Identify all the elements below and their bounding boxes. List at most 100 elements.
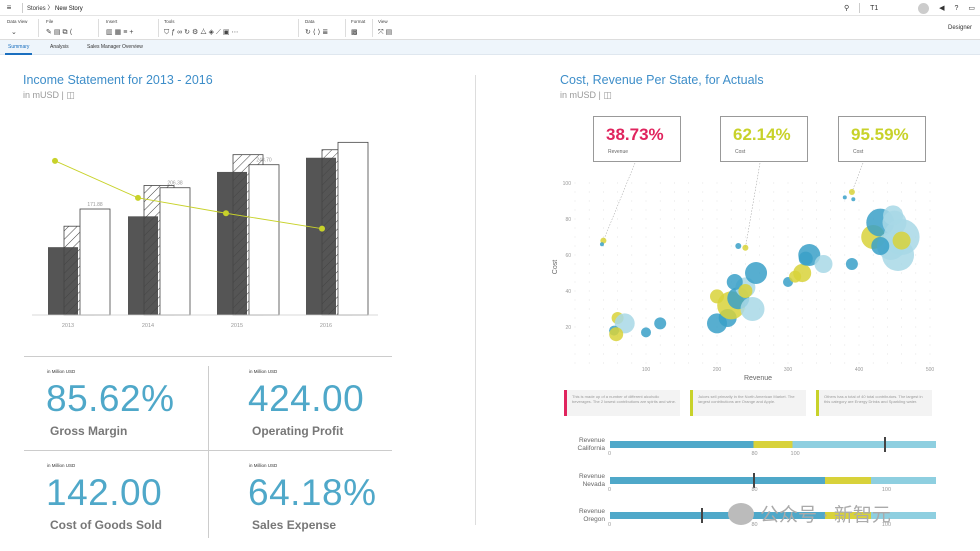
grid-dot <box>631 290 633 292</box>
income-bar[interactable] <box>79 208 111 316</box>
scatter-point[interactable] <box>848 189 855 195</box>
grid-dot <box>929 236 931 238</box>
income-bar[interactable] <box>337 141 369 316</box>
scatter-point[interactable] <box>851 197 856 202</box>
tab-sales-manager-overview[interactable]: Sales Manager Overview <box>87 44 143 50</box>
image-icon[interactable]: ▣ <box>222 29 232 36</box>
grid-dot <box>716 254 718 256</box>
scatter-point[interactable] <box>871 237 890 255</box>
kpi-gross-margin[interactable]: in Million USD 85.62% Gross Margin <box>24 356 204 446</box>
grid-dot <box>574 281 576 283</box>
more-icon[interactable]: ⋯ <box>231 29 241 36</box>
scatter-point[interactable] <box>609 327 624 342</box>
trend-point[interactable] <box>223 210 229 217</box>
grid-dot <box>730 200 732 202</box>
table-icon[interactable]: ▦ <box>114 29 124 36</box>
callout-cost-2[interactable]: 95.59% Cost <box>838 116 926 162</box>
refresh-data-icon[interactable]: ↻ <box>305 29 313 36</box>
page-tabs: Summary Analysis Sales Manager Overview <box>0 40 980 55</box>
income-bar[interactable] <box>159 187 191 316</box>
scatter-point[interactable] <box>726 274 743 290</box>
share-icon[interactable]: ⟨ <box>69 29 75 36</box>
grid-dot <box>674 344 675 346</box>
scatter-point[interactable] <box>798 251 813 266</box>
scatter-point[interactable] <box>600 237 607 244</box>
link-icon[interactable]: ∞ <box>177 29 185 36</box>
kpi-operating-profit[interactable]: in Million USD 424.00 Operating Profit <box>226 356 406 446</box>
scatter-point[interactable] <box>641 327 651 338</box>
callout-value: 95.59% <box>851 125 909 144</box>
settings-icon[interactable]: ⚙ <box>192 29 201 36</box>
grid-dot <box>730 272 732 274</box>
grid-dot <box>603 344 604 346</box>
edit-icon[interactable]: ✎ <box>46 29 54 36</box>
geo-icon[interactable]: ◈ <box>208 29 216 36</box>
scatter-point[interactable] <box>599 242 604 247</box>
formula-icon[interactable]: ƒ <box>171 29 178 36</box>
scatter-point[interactable] <box>814 255 833 273</box>
text-icon[interactable]: ≡ <box>123 29 130 36</box>
grid-dot <box>745 362 746 364</box>
refresh-icon[interactable]: ↻ <box>184 29 193 36</box>
hierarchy-icon[interactable]: ⧊ <box>200 29 209 36</box>
tenant-label[interactable]: T1 <box>870 4 879 12</box>
grid-dot <box>631 182 633 184</box>
filter-icon[interactable]: ⛉ <box>164 29 172 36</box>
scatter-point[interactable] <box>883 205 904 226</box>
scatter-point[interactable] <box>654 317 667 330</box>
mode-designer[interactable]: Designer <box>947 25 972 31</box>
bullet-bar[interactable] <box>610 437 936 452</box>
bullet-bar[interactable] <box>610 508 936 523</box>
scatter-point[interactable] <box>742 244 749 251</box>
avatar[interactable] <box>918 2 930 14</box>
bullet-bar[interactable] <box>610 473 936 488</box>
search-icon[interactable]: ⚲ <box>843 5 850 12</box>
grid-dot <box>759 218 760 220</box>
grid-dot <box>645 272 647 274</box>
fullscreen-icon[interactable]: ⤧ <box>378 29 386 36</box>
grid-dot <box>617 236 618 238</box>
scatter-point[interactable] <box>892 231 911 250</box>
callout-cost[interactable]: 62.14% Cost <box>720 116 808 162</box>
tab-analysis[interactable]: Analysis <box>50 44 69 50</box>
grid-dot <box>787 317 789 319</box>
scatter-point[interactable] <box>738 284 753 298</box>
trend-icon[interactable]: ⟋ <box>215 29 223 36</box>
kpi-sales-expense[interactable]: in Million USD 64.18% Sales Expense <box>226 450 406 540</box>
copy-icon[interactable]: ⧉ <box>62 29 70 36</box>
save-icon[interactable]: ▤ <box>53 29 63 36</box>
chevron-down-icon[interactable]: ⌄ <box>7 29 19 36</box>
format-icon[interactable]: ▩ <box>351 29 360 36</box>
scatter-point[interactable] <box>740 297 765 321</box>
scatter-point[interactable] <box>789 270 802 283</box>
feedback-icon[interactable]: ▭ <box>968 5 975 12</box>
layout-icon[interactable]: ▤ <box>385 29 395 36</box>
trend-point[interactable] <box>52 157 58 164</box>
scatter-point[interactable] <box>745 262 768 284</box>
scatter-point[interactable] <box>707 313 727 334</box>
kpi-cost-of-goods-sold[interactable]: in Million USD 142.00 Cost of Goods Sold <box>24 450 204 540</box>
hamburger-menu-icon[interactable]: ≡ <box>6 3 12 12</box>
grid-dot <box>844 281 846 283</box>
grid-dot <box>588 272 590 274</box>
grid-dot <box>588 290 590 292</box>
add-icon[interactable]: + <box>129 29 136 36</box>
scatter-point[interactable] <box>842 195 847 200</box>
grid-dot <box>659 191 661 193</box>
callout-revenue[interactable]: 38.73% Revenue <box>593 116 681 162</box>
scatter-point[interactable] <box>735 243 742 249</box>
trend-point[interactable] <box>319 225 325 232</box>
breadcrumb-parent[interactable]: Stories <box>27 6 46 12</box>
chart-icon[interactable]: ▥ <box>106 29 115 36</box>
trend-point[interactable] <box>135 194 141 201</box>
notifications-icon[interactable]: ◀ <box>939 5 945 12</box>
help-icon[interactable]: ? <box>954 4 959 12</box>
tab-summary[interactable]: Summary <box>4 44 33 55</box>
variable-icon[interactable]: ⟨⟩ <box>312 29 323 36</box>
scatter-point[interactable] <box>710 289 724 304</box>
scatter-point[interactable] <box>845 258 858 270</box>
data-source-icon[interactable]: ≣ <box>322 29 331 36</box>
income-bar[interactable] <box>248 164 280 316</box>
grid-dot <box>872 290 874 292</box>
grid-dot <box>645 182 647 184</box>
